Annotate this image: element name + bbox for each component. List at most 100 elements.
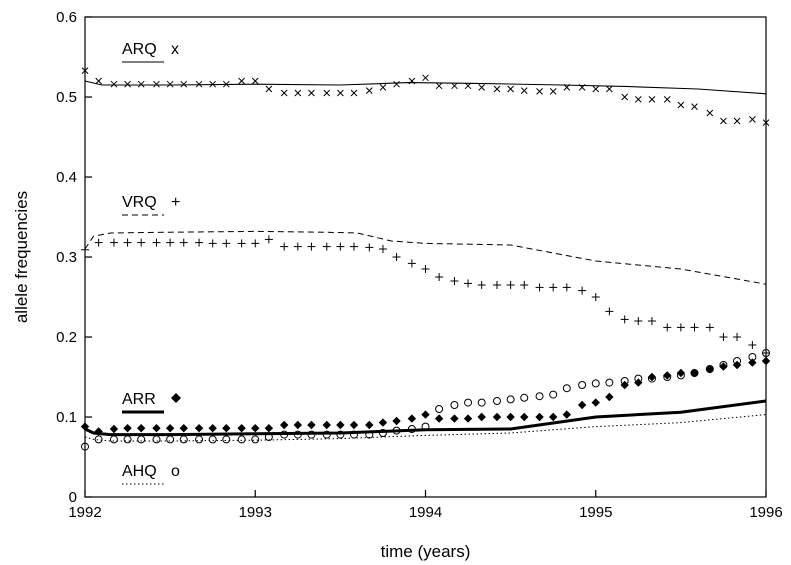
- data-point-ahq: [179, 435, 188, 444]
- data-point-arq: [493, 85, 501, 93]
- data-point-vrq: [605, 307, 614, 316]
- y-tick-label: 0: [69, 489, 77, 506]
- data-point-arq: [677, 101, 685, 109]
- data-point-ahq: [578, 381, 587, 389]
- data-point-arq: [592, 85, 600, 93]
- legend-label-vrq: VRQ: [122, 194, 157, 211]
- data-point-ahq: [222, 435, 231, 444]
- data-point-arq: [251, 77, 259, 85]
- data-point-ahq: [307, 430, 316, 439]
- data-point-arq: [422, 74, 429, 82]
- data-point-vrq: [137, 238, 146, 247]
- data-point-arr: [761, 356, 771, 366]
- data-point-ahq: [506, 395, 515, 404]
- data-point-arq: [451, 82, 458, 90]
- data-point-arq: [137, 80, 145, 88]
- data-point-arr: [748, 358, 757, 367]
- data-point-vrq: [109, 238, 118, 247]
- legend-marker-arq: x: [171, 41, 179, 58]
- data-point-ahq: [195, 435, 204, 444]
- data-point-arq: [408, 77, 416, 85]
- data-point-ahq: [647, 374, 656, 383]
- data-point-arr: [307, 420, 316, 430]
- series-line-arr: [84, 399, 767, 437]
- data-point-arr: [279, 420, 289, 430]
- data-point-arr: [165, 424, 175, 433]
- series-lines: [84, 80, 767, 442]
- data-point-arr: [194, 424, 204, 433]
- data-point-ahq: [152, 435, 161, 444]
- data-point-arr: [506, 412, 515, 422]
- data-point-vrq: [307, 242, 316, 251]
- data-point-vrq: [549, 283, 558, 292]
- data-point-ahq: [349, 430, 358, 439]
- y-tick-label: 0.1: [56, 409, 77, 426]
- data-point-ahq: [237, 435, 246, 444]
- data-point-arr: [208, 424, 217, 433]
- y-tick-label: 0.5: [56, 89, 77, 106]
- data-point-ahq: [407, 425, 416, 433]
- data-point-arq: [663, 96, 671, 103]
- data-point-ahq: [450, 401, 459, 409]
- data-point-ahq: [251, 435, 260, 444]
- y-tick-label: 0.6: [56, 9, 77, 26]
- data-point-arr: [407, 414, 417, 423]
- data-point-arq: [536, 88, 543, 95]
- data-point-arq: [621, 93, 629, 101]
- data-point-arq: [549, 88, 557, 95]
- x-tick-label: 1993: [239, 504, 272, 521]
- data-point-arq: [520, 87, 528, 94]
- x-tick-label: 1994: [409, 504, 442, 521]
- data-point-arq: [153, 80, 160, 88]
- axis-ticks: 0 0.1 0.2 0.3 0.4 0.5 0.6 1992 1993 1994 1995 1996: [56, 9, 783, 521]
- legend-label-arq: ARQ: [122, 41, 157, 58]
- data-point-vrq: [493, 281, 502, 289]
- data-point-vrq: [421, 265, 430, 273]
- series-line-ahq: [84, 414, 767, 442]
- data-point-vrq: [407, 259, 416, 268]
- data-point-ahq: [293, 430, 302, 439]
- data-point-arr: [690, 368, 699, 378]
- data-point-arr: [577, 400, 587, 410]
- data-point-vrq: [349, 242, 358, 251]
- data-point-vrq: [336, 242, 345, 251]
- data-point-arr: [591, 398, 600, 407]
- data-point-arr: [123, 424, 132, 433]
- data-point-ahq: [733, 357, 742, 365]
- legend-marker-vrq: +: [171, 194, 180, 211]
- data-point-vrq: [477, 281, 486, 289]
- data-point-arr: [365, 420, 374, 430]
- data-point-vrq: [222, 239, 231, 248]
- data-point-ahq: [166, 435, 175, 444]
- data-point-arr: [152, 424, 161, 433]
- data-point-arq: [507, 85, 514, 93]
- data-point-arq: [733, 117, 741, 125]
- data-point-ahq: [336, 430, 345, 439]
- data-point-ahq: [520, 393, 529, 402]
- data-point-vrq: [634, 317, 643, 325]
- data-point-arq: [81, 67, 89, 74]
- data-point-vrq: [506, 281, 515, 289]
- data-point-ahq: [535, 392, 544, 401]
- data-point-arq: [379, 84, 387, 91]
- data-point-ahq: [208, 435, 217, 444]
- data-point-ahq: [562, 384, 571, 393]
- data-point-arr: [293, 420, 303, 430]
- data-point-ahq: [94, 435, 103, 444]
- data-point-arq: [478, 84, 486, 91]
- data-point-vrq: [208, 239, 217, 248]
- data-point-ahq: [264, 433, 273, 441]
- data-point-ahq: [378, 429, 387, 437]
- data-point-ahq: [123, 435, 132, 444]
- x-tick-label: 1996: [749, 504, 782, 521]
- data-point-vrq: [293, 242, 302, 251]
- data-point-ahq: [549, 390, 558, 399]
- data-point-vrq: [719, 333, 728, 341]
- data-point-ahq: [280, 430, 289, 439]
- data-point-vrq: [562, 283, 571, 292]
- data-point-ahq: [392, 426, 401, 435]
- data-point-arr: [80, 422, 90, 431]
- data-point-ahq: [137, 435, 146, 444]
- data-point-arq: [124, 80, 131, 88]
- data-point-ahq: [477, 398, 486, 407]
